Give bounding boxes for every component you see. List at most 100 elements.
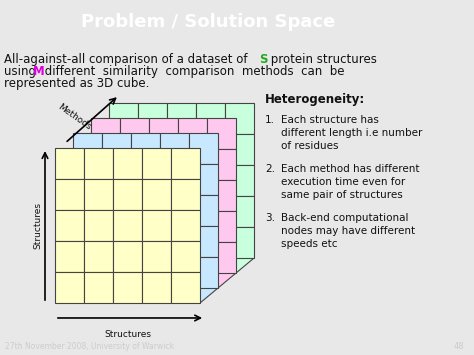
Bar — [149, 149, 178, 180]
Bar — [84, 148, 113, 179]
Text: 2.: 2. — [265, 164, 275, 174]
Bar — [131, 257, 160, 288]
Bar — [91, 118, 120, 149]
Bar — [167, 134, 196, 165]
Polygon shape — [218, 242, 236, 288]
Bar — [131, 195, 160, 226]
Bar — [73, 257, 102, 288]
Polygon shape — [218, 149, 236, 195]
Bar — [73, 133, 102, 164]
Bar — [167, 103, 196, 134]
Bar — [109, 165, 138, 196]
Bar — [225, 134, 254, 165]
Text: speeds etc: speeds etc — [281, 239, 337, 249]
Text: using: using — [4, 65, 40, 78]
Bar — [113, 148, 142, 179]
Bar — [207, 118, 236, 149]
Bar — [109, 227, 138, 258]
Bar — [142, 179, 171, 210]
Text: execution time even for: execution time even for — [281, 177, 405, 187]
Polygon shape — [236, 227, 254, 273]
Bar — [102, 133, 131, 164]
Polygon shape — [236, 196, 254, 242]
Bar — [73, 164, 102, 195]
Bar — [55, 272, 84, 303]
Bar — [167, 165, 196, 196]
Polygon shape — [218, 180, 236, 226]
Bar — [142, 148, 171, 179]
Bar — [225, 196, 254, 227]
Text: Problem / Solution Space: Problem / Solution Space — [82, 13, 336, 31]
Bar — [113, 272, 142, 303]
Bar — [113, 210, 142, 241]
Bar — [113, 179, 142, 210]
Bar — [196, 165, 225, 196]
Bar — [207, 242, 236, 273]
Bar — [73, 226, 102, 257]
Text: 27th November 2008, University of Warwick: 27th November 2008, University of Warwic… — [5, 342, 174, 351]
Bar — [102, 164, 131, 195]
Text: 3.: 3. — [265, 213, 275, 223]
Bar — [120, 149, 149, 180]
Bar — [149, 118, 178, 149]
Bar — [109, 196, 138, 227]
Bar — [171, 210, 200, 241]
Text: Back-end computational: Back-end computational — [281, 213, 409, 223]
Bar — [120, 180, 149, 211]
Text: represented as 3D cube.: represented as 3D cube. — [4, 77, 149, 90]
Bar — [189, 195, 218, 226]
Bar — [160, 226, 189, 257]
Bar — [225, 165, 254, 196]
Bar — [207, 180, 236, 211]
Polygon shape — [218, 118, 236, 164]
Bar — [55, 148, 84, 179]
Bar — [178, 242, 207, 273]
Bar — [171, 148, 200, 179]
Bar — [91, 242, 120, 273]
Bar — [91, 211, 120, 242]
Bar — [189, 133, 218, 164]
Bar — [178, 211, 207, 242]
Bar — [178, 118, 207, 149]
Bar — [149, 242, 178, 273]
Bar — [109, 103, 138, 134]
Bar — [55, 210, 84, 241]
Bar — [131, 226, 160, 257]
Bar — [149, 180, 178, 211]
Polygon shape — [218, 211, 236, 257]
Bar — [131, 164, 160, 195]
Text: Heterogeneity:: Heterogeneity: — [265, 93, 365, 106]
Bar — [113, 241, 142, 272]
Bar — [55, 179, 84, 210]
Bar — [196, 196, 225, 227]
Polygon shape — [236, 103, 254, 149]
Polygon shape — [236, 134, 254, 180]
Bar — [84, 241, 113, 272]
Text: 1.: 1. — [265, 115, 275, 125]
Bar — [84, 272, 113, 303]
Bar — [189, 257, 218, 288]
Bar — [102, 195, 131, 226]
Bar — [196, 103, 225, 134]
Bar — [120, 211, 149, 242]
Bar — [160, 133, 189, 164]
Text: different length i.e number: different length i.e number — [281, 128, 422, 138]
Bar — [160, 195, 189, 226]
Text: Structures: Structures — [34, 202, 43, 249]
Bar — [171, 241, 200, 272]
Text: nodes may have different: nodes may have different — [281, 226, 415, 236]
Bar — [178, 180, 207, 211]
Bar — [142, 241, 171, 272]
Bar — [131, 133, 160, 164]
Bar — [167, 227, 196, 258]
Bar — [167, 196, 196, 227]
Text: Methods: Methods — [55, 103, 92, 132]
Bar — [120, 118, 149, 149]
Bar — [196, 134, 225, 165]
Bar — [171, 272, 200, 303]
Text: of residues: of residues — [281, 141, 338, 151]
Polygon shape — [200, 164, 218, 210]
Bar — [102, 226, 131, 257]
Text: same pair of structures: same pair of structures — [281, 190, 403, 200]
Text: protein structures: protein structures — [267, 53, 377, 66]
